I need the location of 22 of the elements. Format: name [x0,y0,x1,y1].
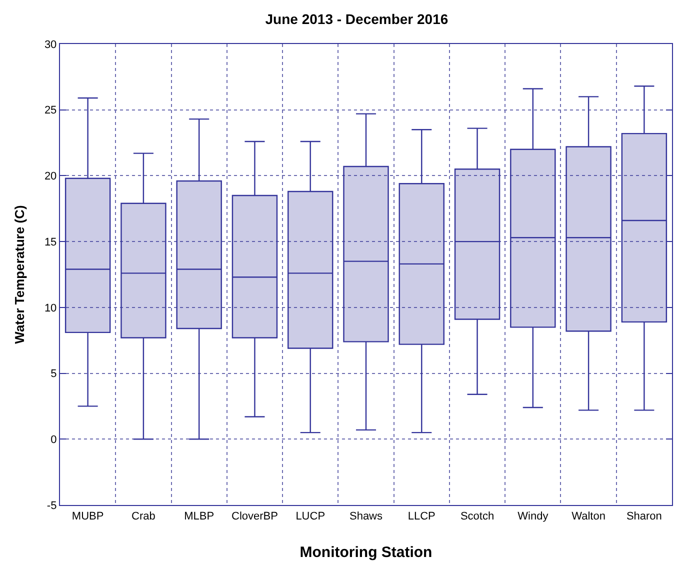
x-tick-label: MUBP [72,510,104,522]
y-tick-label: -5 [46,500,57,512]
y-tick-label: 0 [50,434,57,446]
y-tick-label: 15 [44,236,57,248]
x-tick-label: LUCP [296,510,326,522]
x-tick-label: Crab [132,510,156,522]
x-tick-label: Windy [518,510,549,522]
y-tick-label: 20 [44,170,57,183]
x-tick-label: Scotch [460,510,494,522]
x-tick-label: MLBP [184,510,214,522]
chart-title: June 2013 - December 2016 [265,10,448,27]
x-axis-title: Monitoring Station [300,544,432,561]
x-tick-label: CloverBP [231,510,278,522]
x-tick-label: Walton [572,510,606,522]
x-tick-label: Sharon [626,510,662,522]
y-tick-label: 30 [44,38,57,51]
y-tick-label: 5 [50,368,57,380]
y-axis-title: Water Temperature (C) [12,205,27,344]
x-tick-label: Shaws [349,510,383,522]
x-tick-label: LLCP [408,510,436,522]
y-tick-label: 10 [44,302,57,314]
y-tick-label: 25 [44,104,57,117]
